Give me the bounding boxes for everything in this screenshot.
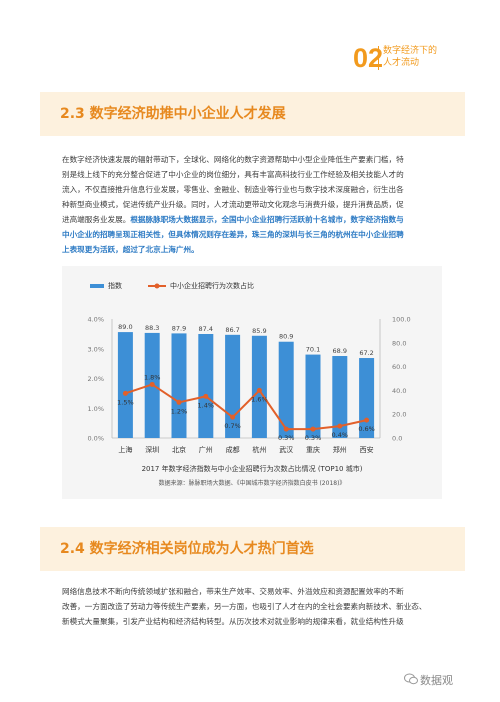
watermark-text: 数据观 bbox=[420, 674, 453, 687]
line-value-label: 0.7% bbox=[224, 422, 241, 430]
line-point bbox=[203, 393, 209, 399]
chart-panel: 指数 中小企业招聘行为次数占比 4.0% 3.0% 2.0% 1.0% 0.0% 100.0 8… bbox=[62, 266, 442, 499]
x-tick-label: 北京 bbox=[172, 445, 186, 454]
x-tick-label: 成都 bbox=[226, 445, 240, 454]
line-value-label: 1.2% bbox=[171, 407, 188, 415]
bar-value-label: 89.0 bbox=[118, 323, 132, 331]
recruit-ratio-line bbox=[125, 383, 367, 431]
para-line: 别是线上线下的充分整合促进了中小企业的岗位细分，具有丰富高科技行业工作经验及相关… bbox=[62, 170, 404, 179]
line-value-label: 0.6% bbox=[358, 425, 375, 433]
para-line: 改善，一方面改造了劳动力等传统生产要素，另一方面，也吸引了人才在内的全社会要素向… bbox=[62, 602, 427, 611]
bar bbox=[332, 356, 348, 438]
para-line-text: 进高端服务业发展。 bbox=[62, 215, 131, 224]
line-value-label: 1.4% bbox=[198, 401, 215, 409]
highlight-line: 中小企业的招聘呈现正相关性，但具体情况则存在差异，珠三角的深圳与长三角的杭州在中… bbox=[62, 230, 404, 239]
line-point bbox=[310, 426, 316, 432]
bar-value-label: 88.3 bbox=[145, 324, 159, 332]
x-tick-label: 杭州 bbox=[252, 445, 266, 454]
right-tick-label: 0.0 bbox=[392, 435, 402, 443]
bar-value-label: 86.7 bbox=[225, 326, 239, 334]
x-tick-label: 重庆 bbox=[306, 445, 320, 454]
highlight-text: 根据脉脉职场大数据显示，全国中小企业招聘行活跃前十名城市，数字经济指数与 bbox=[130, 215, 404, 224]
wechat-icon bbox=[404, 673, 418, 685]
legend-bar-swatch bbox=[90, 284, 104, 288]
section-2-3-paragraph: 在数字经济快速发展的辐射带动下，全球化、网络化的数字资源帮助中小型企业降低生产要… bbox=[62, 152, 442, 257]
right-tick-label: 80.0 bbox=[392, 339, 406, 347]
left-tick-label: 2.0% bbox=[87, 375, 104, 383]
para-line: 流入，不仅直接推升信息行业发展，零售业、金融业、制造业等行业也与数字技术深度融合… bbox=[62, 185, 404, 194]
right-tick-label: 20.0 bbox=[392, 411, 406, 419]
bar bbox=[251, 335, 267, 438]
line-value-label: 1.5% bbox=[117, 398, 134, 406]
right-tick-label: 60.0 bbox=[392, 363, 406, 371]
x-tick-label: 广州 bbox=[199, 445, 213, 454]
para-line: 在数字经济快速发展的辐射带动下，全球化、网络化的数字资源帮助中小型企业降低生产要… bbox=[62, 155, 404, 164]
bar bbox=[117, 332, 133, 438]
line-point bbox=[230, 414, 236, 420]
para-line: 新模式大量聚集，引发产业结构和经济结构转型。从历次技术对就业影响的规律来看，就业… bbox=[62, 617, 404, 626]
section-heading-block-2-3 bbox=[40, 92, 465, 136]
section-heading-2-3: 2.3 数字经济助推中小企业人才发展 bbox=[60, 106, 286, 122]
left-tick-label: 3.0% bbox=[87, 345, 104, 353]
section-heading-2-4: 2.4 数字经济相关岗位成为人才热门首选 bbox=[60, 541, 314, 557]
bar-value-label: 70.1 bbox=[306, 346, 320, 354]
bar-value-label: 87.9 bbox=[172, 324, 186, 332]
line-value-label: 1.8% bbox=[144, 373, 161, 381]
chapter-title-line2: 人才流动 bbox=[383, 58, 420, 68]
right-tick-label: 100.0 bbox=[392, 316, 411, 324]
line-value-label: 0.3% bbox=[305, 434, 322, 442]
section-2-4-paragraph: 网络信息技术不断向传统领域扩张和融合，带来生产效率、交易效率、外溢效应和资源配置… bbox=[62, 584, 442, 629]
para-line: 种新型商业模式，促进传统产业升级。同时，人才流动更带动文化观念与消费升级，提升消… bbox=[62, 200, 404, 209]
line-value-label: 0.4% bbox=[332, 431, 349, 439]
line-point bbox=[283, 426, 289, 432]
line-value-label: 1.6% bbox=[251, 395, 268, 403]
chart-source: 数据来源：脉脉职场大数据、《中国城市数字经济指数白皮书 (2018)》 bbox=[158, 480, 346, 487]
highlight-line: 上表现更为活跃，超过了北京上海广州。 bbox=[62, 245, 199, 254]
left-tick-label: 1.0% bbox=[87, 405, 104, 413]
line-point bbox=[337, 423, 343, 429]
left-tick-label: 4.0% bbox=[87, 316, 104, 324]
chart-caption: 2017 年数字经济指数与中小企业招聘行为次数占比情况 (TOP10 城市) bbox=[141, 465, 363, 473]
bar bbox=[359, 358, 375, 438]
para-line: 网络信息技术不断向传统领域扩张和融合，带来生产效率、交易效率、外溢效应和资源配置… bbox=[62, 587, 404, 596]
section-heading-block-2-4 bbox=[40, 527, 465, 571]
bar bbox=[278, 341, 294, 438]
chapter-title: 数字经济下的 人才流动 bbox=[383, 45, 437, 69]
x-tick-label: 深圳 bbox=[145, 445, 159, 454]
legend-line-marker bbox=[154, 283, 160, 289]
x-tick-label: 上海 bbox=[118, 445, 132, 454]
bar bbox=[171, 333, 187, 438]
bar-value-label: 67.2 bbox=[359, 349, 373, 357]
line-point bbox=[364, 417, 370, 423]
bar-value-label: 85.9 bbox=[252, 327, 266, 335]
legend-label-recruit: 中小企业招聘行为次数占比 bbox=[170, 281, 254, 290]
bar-value-label: 87.4 bbox=[199, 325, 213, 333]
x-tick-label: 郑州 bbox=[333, 446, 347, 454]
city-digital-economy-chart: 指数 中小企业招聘行为次数占比 4.0% 3.0% 2.0% 1.0% 0.0% 100.0 8… bbox=[87, 281, 411, 454]
bar bbox=[305, 354, 321, 438]
chapter-title-line1: 数字经济下的 bbox=[383, 46, 438, 56]
line-value-label: 0.3% bbox=[278, 434, 295, 442]
line-point bbox=[149, 381, 155, 387]
chapter-divider bbox=[378, 46, 379, 70]
x-tick-label: 西安 bbox=[360, 445, 374, 454]
bar-value-label: 80.9 bbox=[279, 333, 293, 341]
line-point bbox=[122, 390, 128, 396]
left-tick-label: 0.0% bbox=[87, 435, 104, 443]
x-tick-label: 武汉 bbox=[279, 445, 293, 454]
bar-value-label: 68.9 bbox=[333, 347, 347, 355]
bar bbox=[198, 333, 214, 438]
right-tick-label: 40.0 bbox=[392, 387, 406, 395]
para-line-mixed: 进高端服务业发展。根据脉脉职场大数据显示，全国中小企业招聘行活跃前十名城市，数字… bbox=[62, 212, 442, 227]
legend-label-index: 指数 bbox=[108, 281, 122, 290]
line-point bbox=[256, 387, 262, 393]
line-point bbox=[176, 399, 182, 405]
